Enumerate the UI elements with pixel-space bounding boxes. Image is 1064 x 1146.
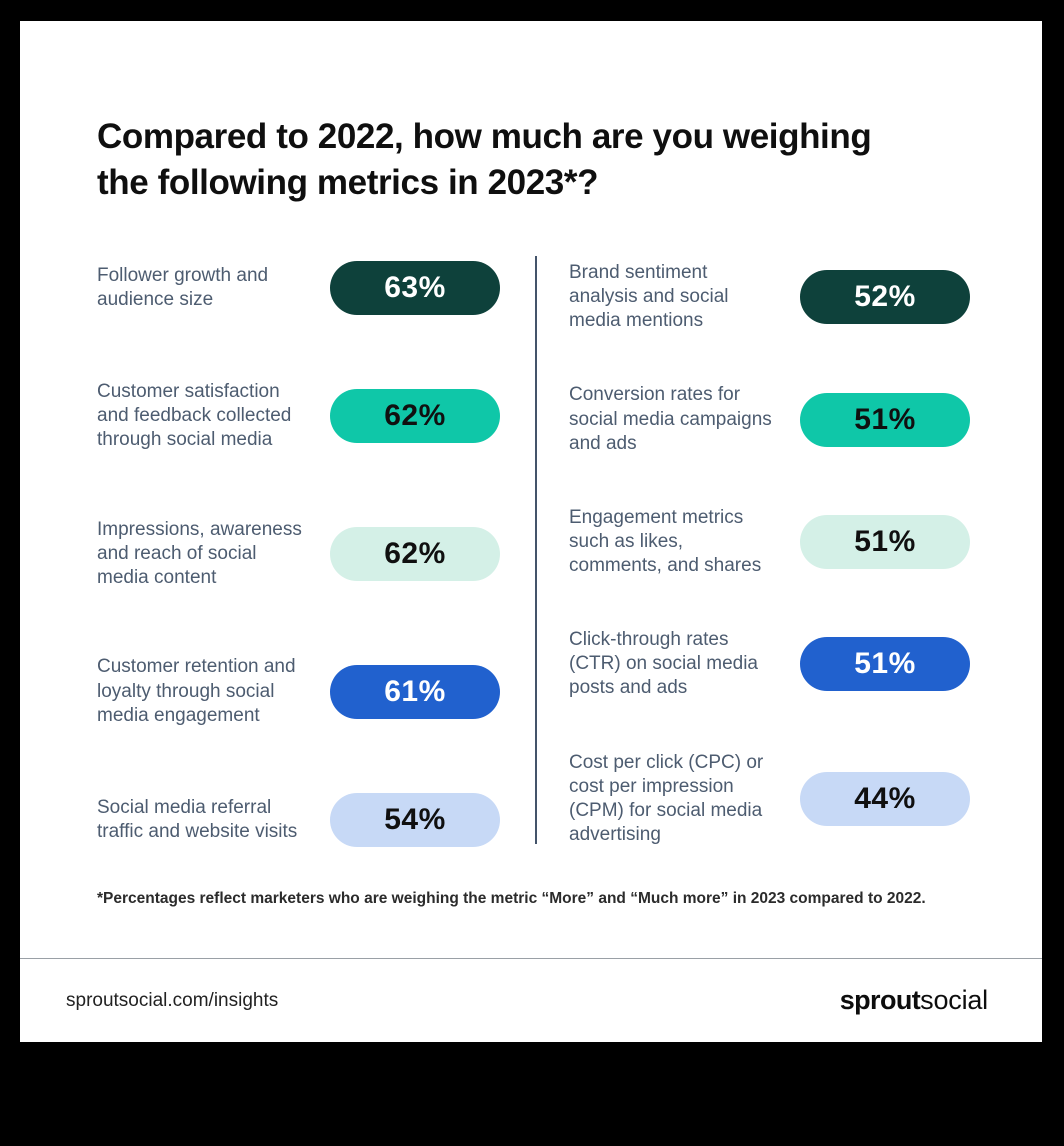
- metric-label: Cost per click (CPC) or cost per impress…: [569, 751, 764, 845]
- metrics-column-left: Follower growth and audience size 63% Cu…: [97, 261, 500, 847]
- metric-label: Click-through rates (CTR) on social medi…: [569, 629, 758, 699]
- metric-row: Engagement metrics such as likes, commen…: [569, 506, 970, 578]
- metric-label: Impressions, awareness and reach of soci…: [97, 518, 302, 589]
- logo-social: social: [920, 985, 988, 1015]
- metric-label: Social media referral traffic and websit…: [97, 796, 298, 842]
- metric-value-pill: 54%: [330, 793, 500, 847]
- metric-label: Customer retention and loyalty through s…: [97, 656, 296, 726]
- metric-row: Conversion rates for social media campai…: [569, 383, 970, 455]
- footer-url: sproutsocial.com/insights: [66, 989, 279, 1011]
- metric-label: Customer satisfaction and feedback colle…: [97, 381, 292, 451]
- metric-label: Engagement metrics such as likes, commen…: [569, 506, 762, 576]
- metrics-column-right: Brand sentiment analysis and social medi…: [569, 261, 970, 847]
- metric-label: Follower growth and audience size: [97, 264, 269, 310]
- metric-value-pill: 44%: [800, 771, 970, 826]
- metric-row: Social media referral traffic and websit…: [97, 793, 500, 847]
- metric-label: Brand sentiment analysis and social medi…: [569, 262, 729, 332]
- metric-label: Conversion rates for social media campai…: [569, 384, 772, 454]
- metric-row: Follower growth and audience size 63%: [97, 261, 500, 315]
- metric-row: Click-through rates (CTR) on social medi…: [569, 628, 970, 700]
- metric-value-pill: 51%: [800, 514, 970, 569]
- metric-value-pill: 63%: [330, 261, 500, 315]
- metric-value-pill: 62%: [330, 389, 500, 444]
- footer-bar: sproutsocial.com/insights sproutsocial: [20, 958, 1042, 1042]
- metric-row: Cost per click (CPC) or cost per impress…: [569, 751, 970, 848]
- column-divider: [535, 256, 537, 844]
- sproutsocial-logo: sproutsocial: [840, 985, 988, 1016]
- metric-value-pill: 61%: [330, 664, 500, 719]
- metric-row: Brand sentiment analysis and social medi…: [569, 261, 970, 333]
- metric-value-pill: 51%: [800, 637, 970, 692]
- metrics-grid: Follower growth and audience size 63% Cu…: [97, 261, 970, 847]
- metric-value-pill: 62%: [330, 527, 500, 581]
- metric-value-pill: 51%: [800, 392, 970, 447]
- footnote-text: *Percentages reflect marketers who are w…: [97, 890, 926, 907]
- page-title: Compared to 2022, how much are you weigh…: [97, 117, 872, 202]
- metric-row: Impressions, awareness and reach of soci…: [97, 518, 500, 590]
- metric-value-pill: 52%: [800, 270, 970, 325]
- logo-sprout: sprout: [839, 985, 921, 1015]
- infographic-card: Compared to 2022, how much are you weigh…: [20, 21, 1042, 1042]
- metric-row: Customer satisfaction and feedback colle…: [97, 380, 500, 452]
- metric-row: Customer retention and loyalty through s…: [97, 655, 500, 727]
